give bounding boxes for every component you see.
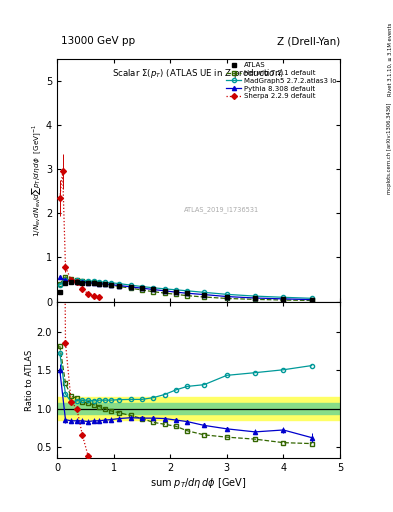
- Y-axis label: Ratio to ATLAS: Ratio to ATLAS: [25, 349, 34, 411]
- Text: 13000 GeV pp: 13000 GeV pp: [61, 36, 135, 46]
- Text: mcplots.cern.ch [arXiv:1306.3436]: mcplots.cern.ch [arXiv:1306.3436]: [387, 103, 392, 194]
- Bar: [57, 403, 340, 414]
- Text: Z (Drell-Yan): Z (Drell-Yan): [277, 36, 340, 46]
- Legend: ATLAS, Herwig 7.2.1 default, MadGraph5 2.7.2.atlas3 lo, Pythia 8.308 default, Sh: ATLAS, Herwig 7.2.1 default, MadGraph5 2…: [224, 61, 338, 101]
- X-axis label: sum $p_T/d\eta\,d\phi$ [GeV]: sum $p_T/d\eta\,d\phi$ [GeV]: [150, 476, 247, 490]
- Text: Rivet 3.1.10, ≥ 3.1M events: Rivet 3.1.10, ≥ 3.1M events: [387, 22, 392, 96]
- Y-axis label: $1/N_{\rm ev}\,dN_{\rm ev}/d\!\sum p_T/d\eta\,d\phi$  [GeV]$^{-1}$: $1/N_{\rm ev}\,dN_{\rm ev}/d\!\sum p_T/d…: [30, 123, 43, 237]
- Bar: [57, 397, 340, 420]
- Text: Scalar $\Sigma(p_T)$ (ATLAS UE in Z production): Scalar $\Sigma(p_T)$ (ATLAS UE in Z prod…: [112, 68, 285, 80]
- Text: ATLAS_2019_I1736531: ATLAS_2019_I1736531: [184, 206, 259, 213]
